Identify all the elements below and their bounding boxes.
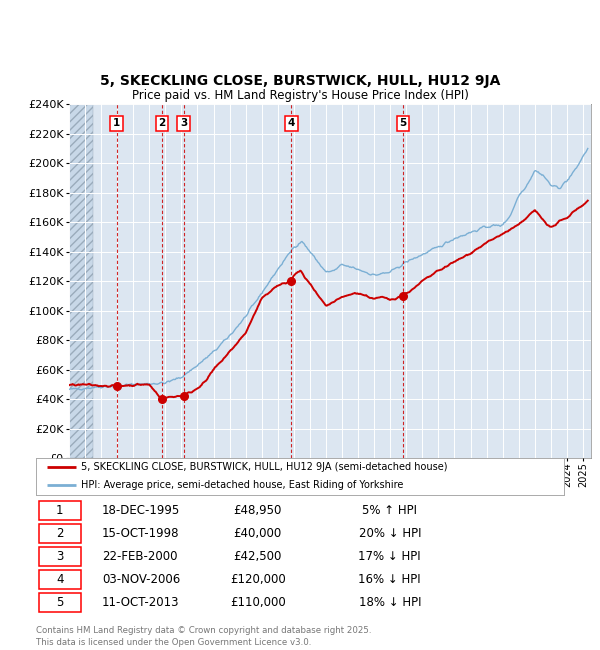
Text: £48,950: £48,950	[233, 504, 282, 517]
FancyBboxPatch shape	[38, 593, 81, 612]
Text: 22-FEB-2000: 22-FEB-2000	[102, 550, 178, 563]
Text: £110,000: £110,000	[230, 596, 286, 609]
FancyBboxPatch shape	[38, 547, 81, 566]
Text: 4: 4	[56, 573, 64, 586]
Text: 5, SKECKLING CLOSE, BURSTWICK, HULL, HU12 9JA (semi-detached house): 5, SKECKLING CLOSE, BURSTWICK, HULL, HU1…	[81, 462, 448, 473]
Text: 20% ↓ HPI: 20% ↓ HPI	[359, 526, 421, 539]
Text: Contains HM Land Registry data © Crown copyright and database right 2025.
This d: Contains HM Land Registry data © Crown c…	[36, 626, 371, 647]
Text: 5: 5	[56, 596, 64, 609]
Text: 11-OCT-2013: 11-OCT-2013	[102, 596, 179, 609]
Text: 1: 1	[113, 118, 120, 129]
Text: 03-NOV-2006: 03-NOV-2006	[102, 573, 180, 586]
Text: £40,000: £40,000	[233, 526, 282, 539]
Text: 17% ↓ HPI: 17% ↓ HPI	[358, 550, 421, 563]
Text: 5% ↑ HPI: 5% ↑ HPI	[362, 504, 417, 517]
Text: 16% ↓ HPI: 16% ↓ HPI	[358, 573, 421, 586]
Text: 2: 2	[158, 118, 166, 129]
Text: 1: 1	[56, 504, 64, 517]
Text: 18-DEC-1995: 18-DEC-1995	[102, 504, 180, 517]
Text: Price paid vs. HM Land Registry's House Price Index (HPI): Price paid vs. HM Land Registry's House …	[131, 89, 469, 102]
Text: 2: 2	[56, 526, 64, 539]
Text: 18% ↓ HPI: 18% ↓ HPI	[359, 596, 421, 609]
Text: £42,500: £42,500	[233, 550, 282, 563]
Text: 5, SKECKLING CLOSE, BURSTWICK, HULL, HU12 9JA: 5, SKECKLING CLOSE, BURSTWICK, HULL, HU1…	[100, 73, 500, 88]
Text: 5: 5	[399, 118, 406, 129]
Text: 3: 3	[180, 118, 187, 129]
Text: 4: 4	[287, 118, 295, 129]
Text: £120,000: £120,000	[230, 573, 286, 586]
FancyBboxPatch shape	[38, 570, 81, 589]
Text: HPI: Average price, semi-detached house, East Riding of Yorkshire: HPI: Average price, semi-detached house,…	[81, 480, 403, 491]
Text: 15-OCT-1998: 15-OCT-1998	[102, 526, 179, 539]
FancyBboxPatch shape	[38, 524, 81, 543]
Text: 3: 3	[56, 550, 64, 563]
FancyBboxPatch shape	[38, 500, 81, 520]
